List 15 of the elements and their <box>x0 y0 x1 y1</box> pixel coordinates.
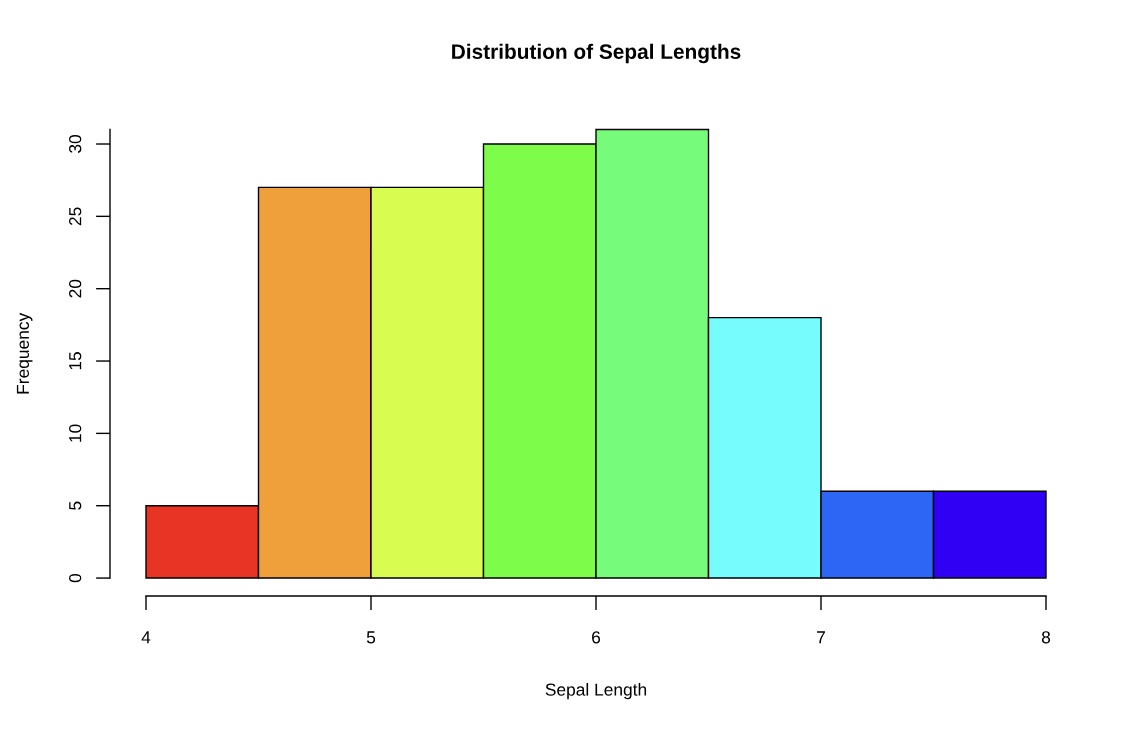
y-tick-label: 20 <box>69 279 82 298</box>
x-tick-label: 7 <box>817 631 825 644</box>
chart-title: Distribution of Sepal Lengths <box>452 43 741 64</box>
y-tick-label: 15 <box>69 352 82 370</box>
y-tick-label: 0 <box>69 573 82 583</box>
y-tick-label: 30 <box>69 135 82 153</box>
x-tick-label: 6 <box>592 631 601 644</box>
y-tick-label: 5 <box>69 501 82 510</box>
x-tick-label: 4 <box>141 631 151 644</box>
x-tick-label: 8 <box>1041 631 1051 644</box>
y-axis-title: Frequency <box>16 312 33 394</box>
y-tick-label: 10 <box>69 424 82 442</box>
x-axis-title: Sepal Length <box>545 683 647 700</box>
y-tick-label: 25 <box>69 207 82 226</box>
x-tick-label: 5 <box>366 631 376 644</box>
